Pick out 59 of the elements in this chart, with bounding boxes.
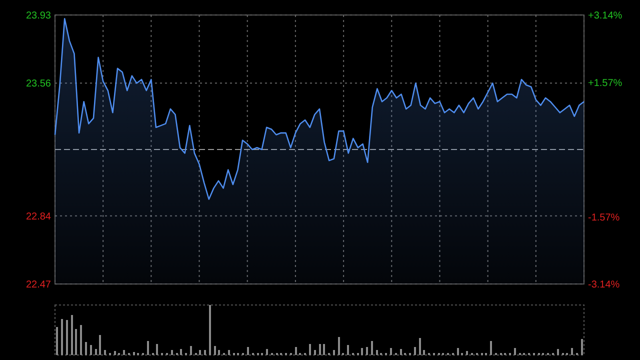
y2-tick-label: -1.57% bbox=[588, 212, 620, 224]
y2-tick-label: +3.14% bbox=[588, 10, 622, 22]
bar bbox=[333, 350, 335, 355]
bar bbox=[490, 341, 492, 355]
bar bbox=[218, 350, 220, 355]
bar bbox=[209, 305, 211, 355]
bar bbox=[319, 344, 321, 355]
bar bbox=[419, 338, 421, 355]
bar bbox=[571, 348, 573, 355]
bar bbox=[557, 349, 559, 355]
y-tick-label: 22.47 bbox=[26, 280, 52, 290]
bar bbox=[80, 325, 82, 355]
bar bbox=[85, 342, 87, 355]
bar bbox=[371, 341, 373, 355]
bar bbox=[104, 350, 106, 355]
bar bbox=[204, 350, 206, 355]
bar bbox=[147, 341, 149, 355]
y-tick-label: 22.84 bbox=[26, 211, 52, 222]
bar bbox=[171, 350, 173, 355]
bar bbox=[71, 315, 73, 355]
bar bbox=[90, 345, 92, 355]
bar bbox=[400, 349, 402, 355]
bar bbox=[247, 347, 249, 355]
bar bbox=[466, 351, 468, 355]
bar bbox=[133, 352, 135, 355]
bar bbox=[66, 320, 68, 355]
bar bbox=[366, 347, 368, 355]
bar bbox=[347, 345, 349, 355]
bar bbox=[99, 335, 101, 355]
bar bbox=[123, 350, 125, 355]
bar bbox=[266, 349, 268, 355]
bar bbox=[214, 346, 216, 355]
bar bbox=[361, 348, 363, 355]
bar bbox=[376, 350, 378, 355]
bar bbox=[156, 344, 158, 355]
bar bbox=[114, 351, 116, 355]
y-tick-label: 23.56 bbox=[26, 78, 52, 90]
bar bbox=[457, 348, 459, 355]
bar bbox=[180, 349, 182, 355]
y-tick-label: 23.93 bbox=[26, 10, 52, 22]
y2-tick-label: -3.14% bbox=[588, 280, 620, 290]
bar bbox=[190, 346, 192, 355]
bar bbox=[309, 344, 311, 355]
bar bbox=[199, 350, 201, 355]
bar bbox=[323, 344, 325, 355]
bar bbox=[228, 350, 230, 355]
bar bbox=[423, 350, 425, 355]
bar bbox=[514, 348, 516, 355]
bar bbox=[95, 349, 97, 355]
bar bbox=[314, 350, 316, 355]
bar bbox=[295, 347, 297, 355]
bar bbox=[390, 348, 392, 355]
y2-tick-label: +1.57% bbox=[588, 78, 622, 89]
bar bbox=[75, 329, 77, 355]
bar bbox=[414, 347, 416, 355]
bar bbox=[56, 327, 58, 355]
bar bbox=[581, 339, 583, 355]
bar bbox=[338, 337, 340, 355]
bar bbox=[61, 319, 63, 355]
